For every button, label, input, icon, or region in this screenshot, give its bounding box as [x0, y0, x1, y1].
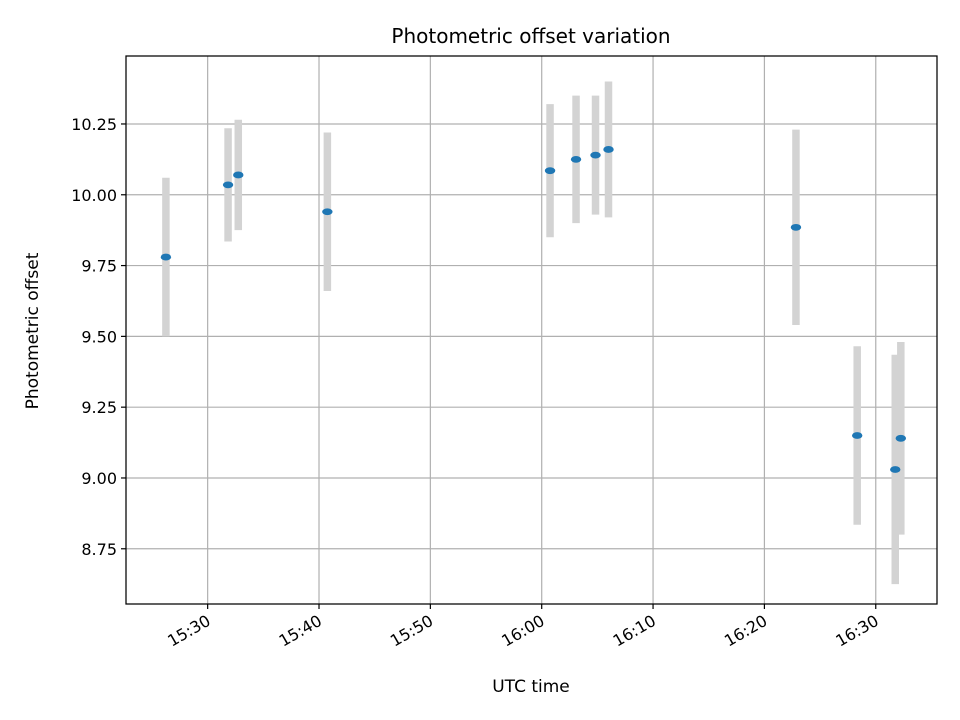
plot-area-frame [125, 55, 938, 605]
y-axis-title: Photometric offset [23, 252, 43, 409]
data-point [233, 171, 244, 179]
data-point [544, 167, 556, 175]
data-point [851, 432, 863, 439]
data-point [222, 181, 234, 189]
chart-title: Photometric offset variation [391, 24, 670, 48]
y-tick-label: 9.00 [81, 469, 117, 488]
data-point [160, 253, 172, 261]
data-point [590, 151, 601, 159]
data-point [790, 223, 802, 231]
x-axis-title: UTC time [492, 677, 570, 697]
y-tick-label: 10.25 [71, 115, 117, 134]
y-tick-label: 8.75 [81, 540, 117, 559]
data-point [603, 146, 614, 153]
y-tick-label: 9.75 [81, 257, 117, 276]
data-point [570, 155, 582, 163]
data-point [895, 434, 907, 442]
data-point [322, 208, 333, 216]
y-tick-label: 9.50 [81, 327, 117, 346]
y-tick-label: 10.00 [71, 186, 117, 205]
grid [126, 56, 937, 604]
data-point [890, 466, 901, 473]
data-points [160, 146, 907, 473]
y-tick-label: 9.25 [81, 398, 117, 417]
